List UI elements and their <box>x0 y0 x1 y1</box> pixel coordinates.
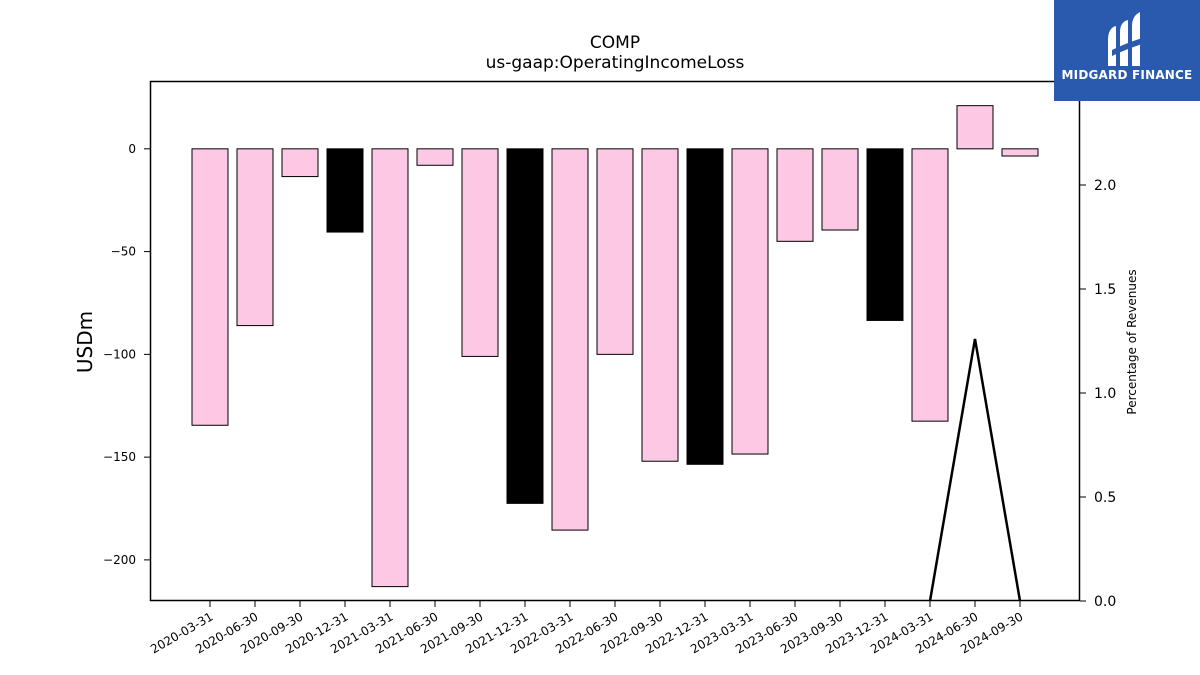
y-tick-label: −150 <box>103 450 136 464</box>
line-layer <box>928 338 1022 601</box>
bar <box>551 148 589 531</box>
bar <box>686 148 724 465</box>
chart-title: COMP <box>590 33 640 53</box>
bar <box>506 148 544 504</box>
chart-subtitle: us-gaap:OperatingIncomeLoss <box>486 53 745 73</box>
bar <box>821 148 859 231</box>
bar <box>371 148 409 588</box>
bar <box>461 148 499 357</box>
bar <box>236 148 274 327</box>
bar <box>1001 148 1039 157</box>
y-tick-label: −200 <box>103 553 136 567</box>
line-series-percentage-of-revenues <box>928 338 1022 601</box>
plot-frame <box>149 80 1081 602</box>
bar <box>776 148 814 242</box>
bar <box>416 148 454 166</box>
bar <box>191 148 229 426</box>
y2-tick-label: 2.0 <box>1094 178 1116 194</box>
bar <box>641 148 679 462</box>
y-axis-label: USDm <box>73 311 97 373</box>
y2-tick-label: 1.0 <box>1094 386 1116 402</box>
bar <box>956 105 994 150</box>
bar <box>731 148 769 455</box>
bars-group <box>191 105 1039 588</box>
bar <box>596 148 634 355</box>
y2-tick-label: 0.0 <box>1094 594 1116 610</box>
logo-mark-icon <box>1108 12 1142 66</box>
x-ticks-group: 2020-03-312020-06-302020-09-302020-12-31… <box>148 601 1026 656</box>
y2-tick-label: 1.5 <box>1094 282 1116 298</box>
bar <box>911 148 949 422</box>
bar <box>281 148 319 178</box>
y-tick-label: −100 <box>103 347 136 361</box>
y-tick-label: 0 <box>128 142 136 156</box>
bar <box>866 148 904 321</box>
y-tick-label: −50 <box>111 245 136 259</box>
logo-text: MIDGARD FINANCE <box>1061 68 1193 82</box>
y2-axis-label: Percentage of Revenues <box>1125 269 1139 414</box>
bar <box>326 148 364 233</box>
company-logo: MIDGARD FINANCE <box>1054 0 1200 101</box>
y2-tick-label: 0.5 <box>1094 490 1116 506</box>
y-ticks-group: 0 −50 −100 −150 −200 <box>103 142 150 567</box>
y2-ticks-group: 0.0 0.5 1.0 1.5 2.0 <box>1080 178 1116 610</box>
